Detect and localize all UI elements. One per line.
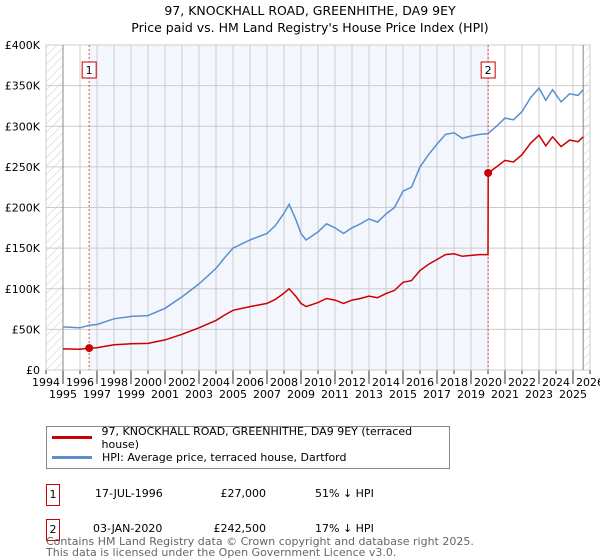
property-price-line <box>62 134 584 351</box>
transaction-row: 1 17-JUL-1996 £27,000 51% ↓ HPI <box>46 484 446 506</box>
x-tick-label: 2020 <box>474 376 502 389</box>
sale-label-box <box>480 61 496 79</box>
x-tick-label: 2019 <box>457 388 485 401</box>
sale-point <box>85 344 94 353</box>
x-tick-label: 2006 <box>236 376 264 389</box>
x-tick-label: 1995 <box>49 388 77 401</box>
x-tick-label: 1999 <box>117 388 145 401</box>
x-tick-label: 2008 <box>270 376 298 389</box>
chart-title: 97, KNOCKHALL ROAD, GREENHITHE, DA9 9EY … <box>0 2 600 36</box>
footer: Contains HM Land Registry data © Crown c… <box>46 536 474 558</box>
legend-item-hpi: HPI: Average price, terraced house, Dart… <box>47 448 449 467</box>
transaction-number: 1 <box>46 484 60 506</box>
x-tick-label: 2002 <box>168 376 196 389</box>
x-tick-label: 2003 <box>185 388 213 401</box>
legend: 97, KNOCKHALL ROAD, GREENHITHE, DA9 9EY … <box>46 425 450 469</box>
x-tick-label: 2007 <box>253 388 281 401</box>
x-tick-label: 2015 <box>389 388 417 401</box>
x-tick-label: 2013 <box>355 388 383 401</box>
x-tick-label: 1997 <box>83 388 111 401</box>
y-tick-label: £200K <box>5 202 41 215</box>
sale-label: 2 <box>485 64 492 77</box>
legend-swatch-blue <box>52 456 92 459</box>
title: 97, KNOCKHALL ROAD, GREENHITHE, DA9 9EY <box>164 3 456 18</box>
sale-label: 1 <box>86 64 93 77</box>
legend-label: 97, KNOCKHALL ROAD, GREENHITHE, DA9 9EY … <box>101 424 413 451</box>
transaction-hpi: 17% ↓ HPI <box>315 522 374 535</box>
y-tick-label: £0 <box>26 364 40 377</box>
sale-label-box <box>81 61 97 79</box>
x-tick-label: 2022 <box>508 376 536 389</box>
x-tick-label: 2009 <box>287 388 315 401</box>
legend-swatch-red <box>52 436 92 439</box>
transaction-price: £27,000 <box>220 487 267 500</box>
hpi-line <box>62 86 584 329</box>
x-tick-label: 1998 <box>100 376 128 389</box>
footer-line: This data is licensed under the Open Gov… <box>46 546 397 559</box>
x-tick-label: 2018 <box>440 376 468 389</box>
y-tick-label: £100K <box>5 283 41 296</box>
x-tick-label: 2011 <box>321 388 349 401</box>
transaction-date: 03-JAN-2020 <box>93 522 163 535</box>
x-tick-label: 1994 <box>32 376 60 389</box>
y-tick-label: £400K <box>5 39 41 52</box>
x-tick-label: 2017 <box>423 388 451 401</box>
subtitle: Price paid vs. HM Land Registry's House … <box>131 20 489 35</box>
x-tick-label: 2016 <box>406 376 434 389</box>
transaction-row: 2 03-JAN-2020 £242,500 17% ↓ HPI <box>46 519 446 541</box>
x-tick-label: 2012 <box>338 376 366 389</box>
price-chart: 1994199519961997199819992000200120022003… <box>5 39 600 401</box>
transaction-price: £242,500 <box>213 522 267 535</box>
transaction-date: 17-JUL-1996 <box>95 487 163 500</box>
x-tick-label: 2023 <box>525 388 553 401</box>
legend-item-property: 97, KNOCKHALL ROAD, GREENHITHE, DA9 9EY … <box>47 425 449 451</box>
x-tick-label: 2010 <box>304 376 332 389</box>
sale-point <box>484 168 493 177</box>
x-tick-label: 2004 <box>202 376 230 389</box>
x-tick-label: 2014 <box>372 376 400 389</box>
x-tick-label: 2021 <box>491 388 519 401</box>
transaction-hpi: 51% ↓ HPI <box>315 487 374 500</box>
x-tick-label: 2005 <box>219 388 247 401</box>
y-tick-label: £50K <box>12 323 41 336</box>
y-tick-label: £250K <box>5 161 41 174</box>
x-tick-label: 2026 <box>576 376 600 389</box>
footer-line: Contains HM Land Registry data © Crown c… <box>46 535 474 548</box>
y-tick-label: £350K <box>5 80 41 93</box>
x-tick-label: 2001 <box>151 388 179 401</box>
x-tick-label: 2000 <box>134 376 162 389</box>
transaction-number: 2 <box>46 519 60 541</box>
x-tick-label: 1996 <box>66 376 94 389</box>
x-tick-label: 2025 <box>559 388 587 401</box>
x-tick-label: 2024 <box>542 376 570 389</box>
legend-label: HPI: Average price, terraced house, Dart… <box>102 451 347 464</box>
y-tick-label: £300K <box>5 120 41 133</box>
y-tick-label: £150K <box>5 242 41 255</box>
